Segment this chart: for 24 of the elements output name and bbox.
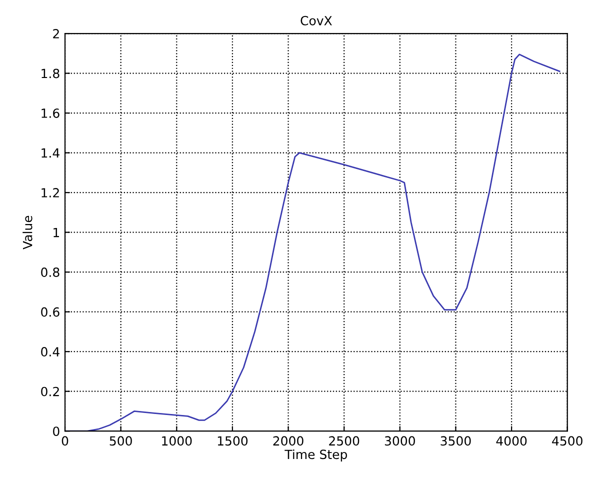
y-tick-label: 1.2	[42, 188, 59, 198]
x-tick-label: 1500	[218, 436, 248, 446]
y-tick-label: 1.6	[42, 108, 60, 118]
y-tick-label: 2	[53, 29, 59, 38]
y-tick-label: 1	[54, 228, 59, 238]
x-tick-label: 3000	[384, 436, 415, 446]
y-tick-label: 1.4	[42, 148, 60, 158]
y-tick-label: 0.2	[41, 386, 59, 396]
y-tick-label: 0.4	[41, 347, 60, 357]
x-tick-label: 4000	[496, 436, 527, 446]
x-tick-label: 0	[62, 436, 68, 446]
x-tick-label: 500	[110, 436, 132, 446]
x-tick-label: 2000	[273, 436, 304, 446]
x-tick-label: 3500	[440, 436, 471, 446]
x-tick-label: 4500	[552, 436, 582, 446]
x-tick-label: 2500	[329, 436, 360, 446]
y-tick-label: 0	[53, 426, 60, 436]
y-axis-title: Value	[22, 216, 32, 250]
y-tick-label: 0.8	[41, 268, 60, 277]
x-tick-label: 1000	[162, 436, 192, 446]
x-axis-title: Time Step	[284, 449, 348, 462]
y-tick-label: 0.6	[41, 307, 60, 317]
chart-title: CovX	[300, 16, 332, 26]
y-tick-label: 1.8	[42, 68, 60, 78]
